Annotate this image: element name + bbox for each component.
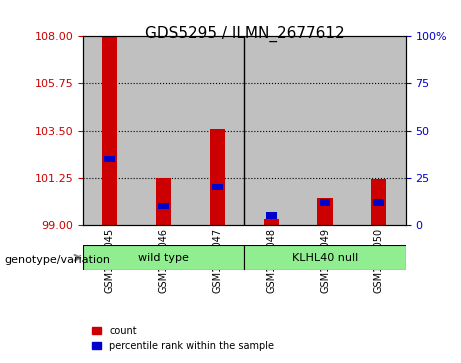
Bar [318, 198, 332, 225]
Bar [190, 36, 244, 225]
Bar [83, 36, 137, 225]
Bar [264, 219, 279, 225]
Bar [319, 199, 331, 205]
Bar [210, 129, 225, 225]
Bar [371, 179, 386, 225]
Text: genotype/variation: genotype/variation [5, 254, 111, 265]
Bar [352, 36, 406, 225]
Bar [244, 36, 298, 225]
Bar [298, 36, 352, 225]
Bar [212, 184, 223, 191]
Bar [137, 36, 190, 225]
Legend: count, percentile rank within the sample: count, percentile rank within the sample [88, 322, 278, 355]
Text: GDS5295 / ILMN_2677612: GDS5295 / ILMN_2677612 [144, 25, 344, 42]
Bar [373, 199, 384, 205]
Bar [244, 245, 406, 270]
Bar [102, 36, 118, 225]
Bar [156, 178, 171, 225]
Text: KLHL40 null: KLHL40 null [292, 253, 358, 263]
Bar [158, 203, 169, 209]
Bar [83, 245, 244, 270]
Bar [266, 212, 277, 219]
Bar [105, 156, 115, 162]
Text: wild type: wild type [138, 253, 189, 263]
